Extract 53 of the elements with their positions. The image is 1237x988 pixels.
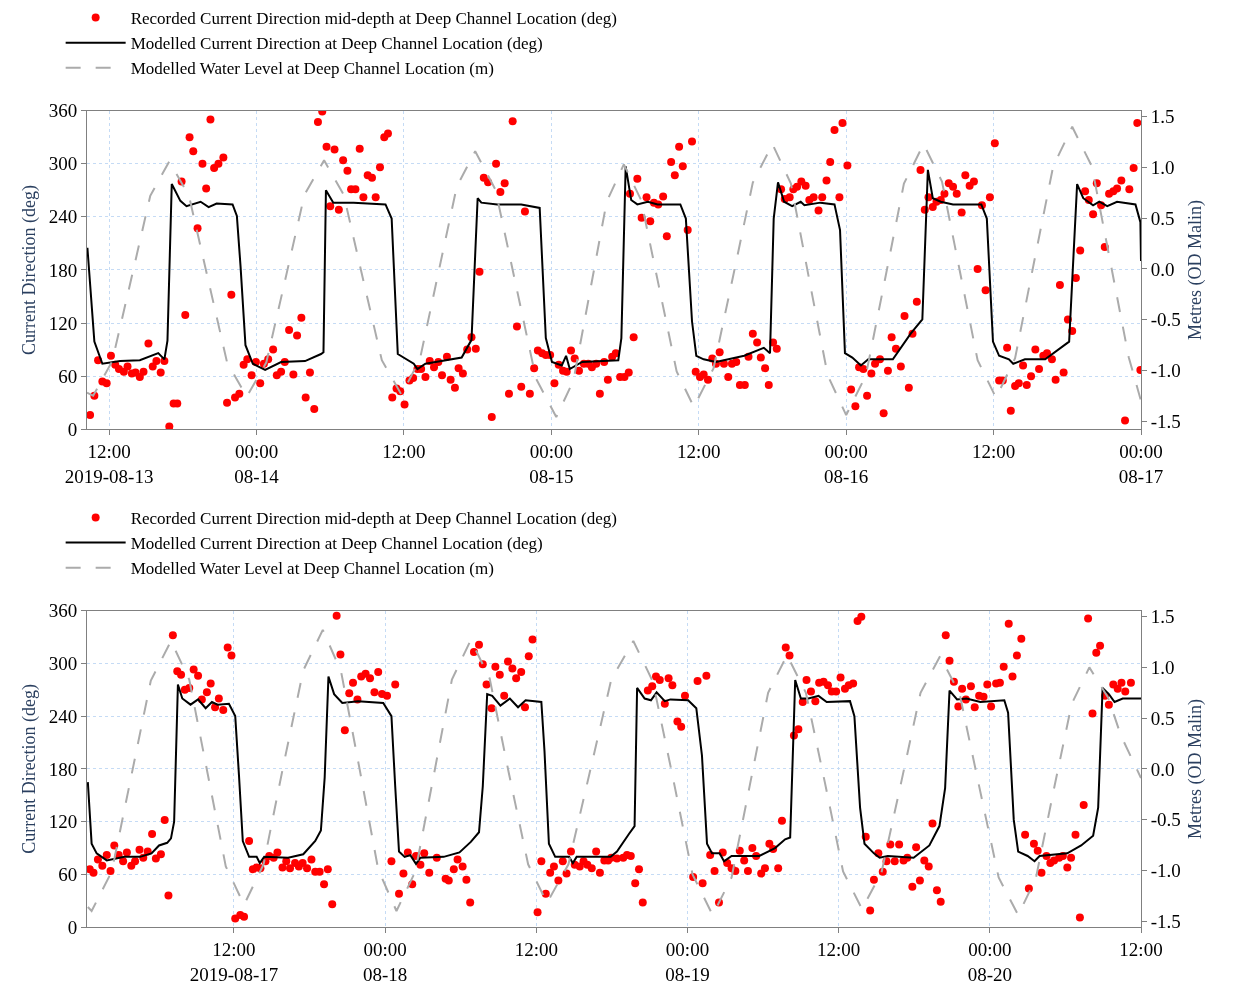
legend-label: Modelled Current Direction at Deep Channel Location (deg) — [130, 534, 543, 554]
legend-label: Modelled Current Direction at Deep Channel Location (deg) — [130, 34, 543, 54]
y2-tick-label: 0.5 — [1150, 207, 1175, 229]
x-tick-label: 12:00 — [971, 441, 1016, 463]
x-tick-label: 00:00 08-20 — [967, 939, 1012, 985]
y2-tick-label: 0.0 — [1150, 258, 1175, 280]
y2-tick-label: -1.5 — [1150, 410, 1181, 432]
y2-tick-label: 1.5 — [1150, 606, 1175, 628]
x-tick-label: 00:00 08-18 — [362, 939, 408, 985]
y-axis-title: Current Direction (deg) — [18, 184, 40, 355]
legend-label: Recorded Current Direction mid-depth at Deep Channel Location (deg) — [130, 509, 617, 529]
y-tick-label: 0 — [67, 916, 78, 938]
y2-tick-label: 0.5 — [1150, 707, 1175, 729]
y-tick-label: 120 — [48, 312, 78, 334]
legend-label: Modelled Water Level at Deep Channel Location (m) — [130, 559, 494, 579]
legend-label: Recorded Current Direction mid-depth at Deep Channel Location (deg) — [130, 9, 617, 29]
y-tick-label: 60 — [58, 864, 78, 886]
x-tick-label: 12:00 2019-08-17 — [189, 939, 279, 985]
x-tick-label: 00:00 08-19 — [665, 939, 710, 985]
y2-tick-label: 1.0 — [1150, 657, 1175, 679]
x-tick-label: 00:00 08-15 — [529, 441, 574, 487]
y2-tick-label: -0.5 — [1150, 809, 1181, 831]
y-tick-label: 360 — [48, 600, 78, 622]
y2-tick-label: 1.5 — [1150, 106, 1175, 128]
y2-tick-label: -1.5 — [1150, 910, 1181, 932]
y2-axis-title: Metres (OD Malin) — [1184, 698, 1206, 839]
y2-tick-label: -1.0 — [1150, 360, 1181, 382]
y2-axis-title: Metres (OD Malin) — [1184, 199, 1206, 340]
x-tick-label: 12:00 2019-08-13 — [64, 441, 154, 487]
y-tick-label: 180 — [48, 758, 78, 780]
x-tick-label: 00:00 08-14 — [234, 441, 280, 487]
y-tick-label: 60 — [58, 365, 78, 387]
x-tick-label: 12:00 — [382, 441, 426, 463]
x-tick-label: 12:00 — [1119, 939, 1163, 961]
y2-tick-label: -1.0 — [1150, 860, 1181, 882]
y-tick-label: 120 — [48, 811, 78, 833]
legend-label: Modelled Water Level at Deep Channel Location (m) — [130, 59, 494, 79]
y2-tick-label: -0.5 — [1150, 309, 1181, 331]
y-tick-label: 300 — [48, 153, 78, 175]
y-tick-label: 0 — [67, 418, 78, 440]
y-tick-label: 300 — [48, 652, 78, 674]
y-tick-label: 180 — [48, 259, 78, 281]
x-tick-label: 12:00 — [677, 441, 721, 463]
y2-tick-label: 0.0 — [1150, 758, 1175, 780]
y2-tick-label: 1.0 — [1150, 157, 1175, 179]
x-tick-label: 12:00 — [514, 939, 558, 961]
x-tick-label: 00:00 08-17 — [1118, 441, 1164, 487]
x-tick-label: 12:00 — [817, 939, 861, 961]
y-tick-label: 360 — [48, 100, 78, 122]
x-tick-label: 00:00 08-16 — [824, 441, 869, 487]
y-tick-label: 240 — [48, 206, 78, 228]
y-axis-title: Current Direction (deg) — [18, 683, 40, 854]
y-tick-label: 240 — [48, 705, 78, 727]
